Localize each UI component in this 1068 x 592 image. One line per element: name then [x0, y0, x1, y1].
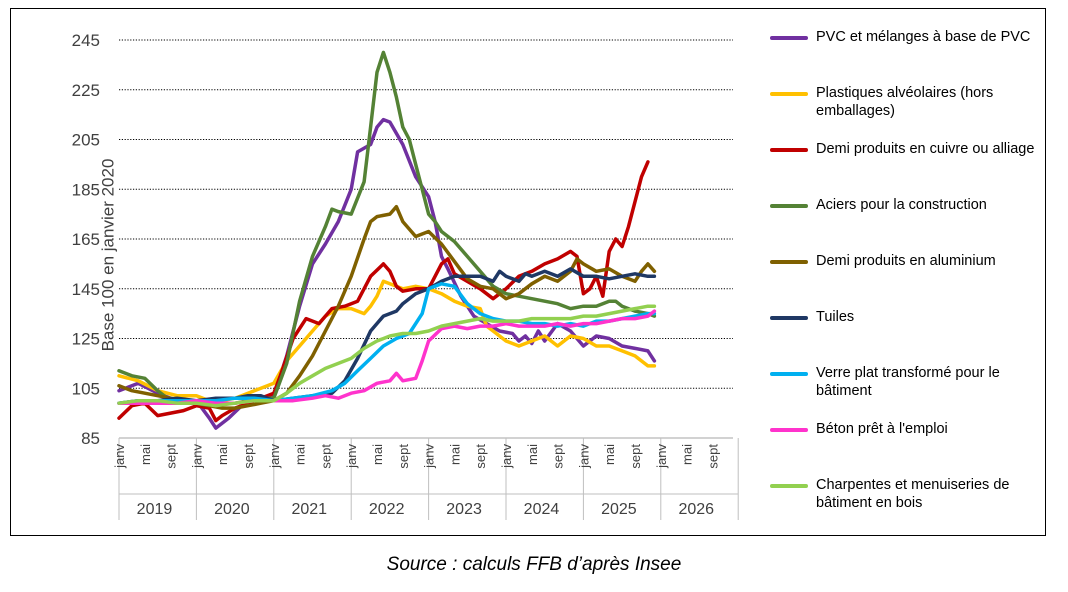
legend-swatch: [770, 484, 808, 488]
year-label: 2024: [524, 501, 560, 518]
legend-swatch: [770, 428, 808, 432]
y-tick-label: 165: [72, 230, 100, 249]
legend-item-aciers: Aciers pour la construction: [770, 196, 1045, 214]
legend-label: Tuiles: [816, 309, 855, 325]
legend-item-aluminium: Demi produits en aluminium: [770, 252, 1045, 270]
month-tick-label: janv: [344, 444, 359, 469]
month-tick-label: janv: [422, 444, 437, 469]
legend-item-pvc: PVC et mélanges à base de PVC: [770, 28, 1045, 46]
year-label: 2019: [137, 501, 173, 518]
month-tick-label: mai: [138, 444, 153, 465]
legend-label: Verre plat transformé pour le bâtiment: [816, 365, 1000, 399]
year-label: 2026: [678, 501, 714, 518]
y-tick-label: 185: [72, 180, 100, 199]
y-tick-label: 85: [81, 429, 100, 448]
legend-swatch: [770, 316, 808, 320]
y-tick-label: 125: [72, 330, 100, 349]
year-label: 2020: [214, 501, 250, 518]
legend-label: PVC et mélanges à base de PVC: [816, 29, 1031, 45]
month-tick-label: janv: [499, 444, 514, 469]
month-tick-label: janv: [267, 444, 282, 469]
legend-swatch: [770, 260, 808, 264]
legend-item-beton: Béton prêt à l'emploi: [770, 420, 1045, 438]
series-line: [117, 160, 650, 423]
legend-swatch: [770, 372, 808, 376]
month-tick-label: sept: [705, 444, 720, 469]
series-line: [117, 282, 657, 405]
legend-label: Aciers pour la construction: [816, 197, 987, 213]
gridlines: [119, 39, 733, 389]
month-tick-label: sept: [396, 444, 411, 469]
legend-label: Demi produits en aluminium: [816, 253, 996, 269]
series-line: [117, 50, 657, 408]
series-line: [117, 304, 657, 408]
legend-item-tuiles: Tuiles: [770, 308, 1045, 326]
legend-swatch: [770, 148, 808, 152]
month-tick-label: mai: [293, 444, 308, 465]
legend-swatch: [770, 204, 808, 208]
month-tick-label: mai: [215, 444, 230, 465]
chart-frame: [10, 8, 1046, 536]
legend-item-charpentes: Charpentes et menuiseries de bâtiment en…: [770, 476, 1045, 512]
legend-label: Charpentes et menuiseries de bâtiment en…: [816, 477, 1010, 511]
legend-swatch: [770, 36, 808, 40]
y-tick-label: 205: [72, 131, 100, 150]
month-tick-label: sept: [164, 444, 179, 469]
month-tick-label: mai: [447, 444, 462, 465]
month-tick-label: sept: [473, 444, 488, 469]
y-tick-label: 225: [72, 81, 100, 100]
month-tick-label: janv: [112, 444, 127, 469]
month-tick-label: sept: [318, 444, 333, 469]
source-note: Source : calculs FFB d’après Insee: [386, 554, 682, 575]
series-line: [117, 309, 657, 405]
month-tick-label: janv: [189, 444, 204, 469]
series-lines: [117, 50, 657, 430]
y-tick-label: 245: [72, 31, 100, 50]
month-tick-label: mai: [680, 444, 695, 465]
series-line: [117, 204, 657, 410]
legend-label: Plastiques alvéolaires (hors emballages): [816, 85, 994, 119]
year-label: 2025: [601, 501, 637, 518]
month-tick-label: sept: [551, 444, 566, 469]
legend-label: Demi produits en cuivre ou alliage: [816, 141, 1035, 157]
month-tick-label: sept: [241, 444, 256, 469]
month-tick-label: janv: [654, 444, 669, 469]
y-tick-label: 105: [72, 379, 100, 398]
month-tick-label: mai: [370, 444, 385, 465]
legend-label: Béton prêt à l'emploi: [816, 421, 948, 437]
y-axis-label: Base 100 en janvier 2020: [98, 158, 118, 352]
year-label: 2021: [291, 501, 327, 518]
legend-swatch: [770, 92, 808, 96]
month-tick-label: janv: [576, 444, 591, 469]
month-tick-label: mai: [525, 444, 540, 465]
legend-item-cuivre: Demi produits en cuivre ou alliage: [770, 140, 1045, 158]
legend-item-plastiques: Plastiques alvéolaires (hors emballages): [770, 84, 1045, 120]
year-label: 2023: [446, 501, 482, 518]
month-tick-label: sept: [628, 444, 643, 469]
y-tick-label: 145: [72, 280, 100, 299]
legend-item-verre: Verre plat transformé pour le bâtiment: [770, 364, 1045, 400]
year-label: 2022: [369, 501, 405, 518]
month-tick-label: mai: [602, 444, 617, 465]
